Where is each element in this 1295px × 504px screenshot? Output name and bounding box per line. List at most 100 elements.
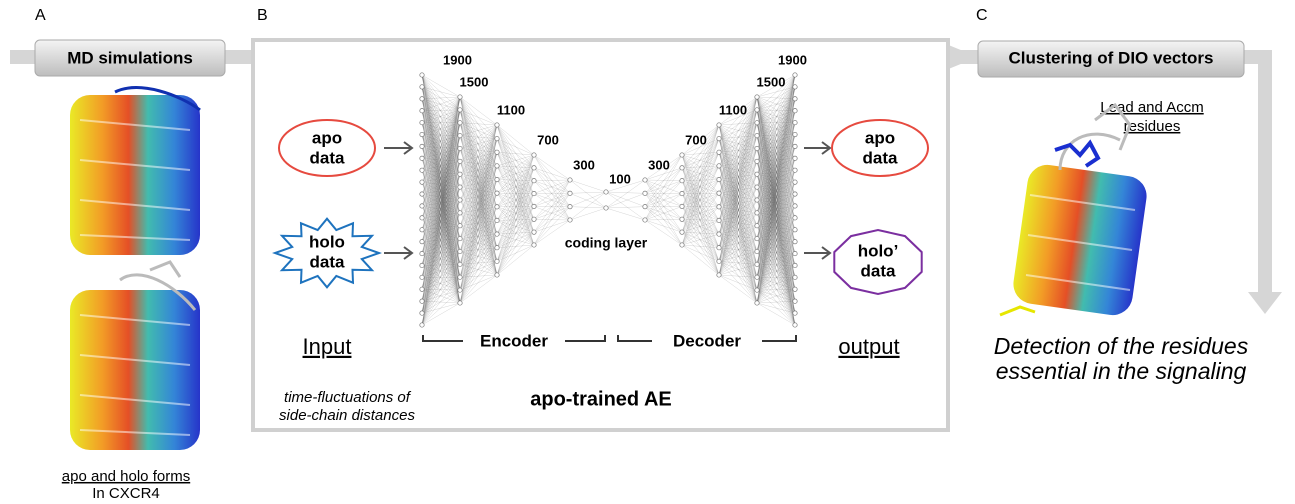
connection <box>756 205 796 291</box>
connection <box>756 96 796 230</box>
connection <box>421 109 461 242</box>
connection <box>459 152 498 226</box>
connection <box>421 199 461 326</box>
connection <box>459 199 498 235</box>
connection <box>421 212 461 230</box>
connection <box>459 212 498 276</box>
connection <box>459 220 498 252</box>
connection <box>533 193 571 221</box>
connection <box>756 134 796 252</box>
connection <box>756 122 796 314</box>
connection <box>756 238 796 302</box>
connection <box>421 238 461 290</box>
connection <box>421 86 461 265</box>
connection <box>421 98 461 110</box>
neuron <box>754 171 760 177</box>
connection <box>718 161 758 221</box>
connection <box>459 225 498 262</box>
neuron <box>457 94 463 100</box>
connection <box>533 179 571 181</box>
connection <box>421 251 461 254</box>
conclusion: essential in the signaling <box>996 358 1247 384</box>
connection <box>459 165 498 239</box>
connection <box>421 74 461 213</box>
connection <box>718 199 758 221</box>
connection <box>459 122 498 207</box>
connection <box>459 124 498 162</box>
connection <box>459 247 498 304</box>
connection <box>756 122 796 252</box>
neuron <box>792 322 798 328</box>
connection <box>496 179 535 194</box>
neuron <box>754 210 760 216</box>
connection <box>421 277 461 304</box>
connection <box>421 96 461 99</box>
connection <box>756 205 796 278</box>
connection <box>421 135 461 326</box>
connection <box>421 109 461 171</box>
input-text: apo <box>312 128 342 147</box>
connection <box>421 134 461 291</box>
connection <box>459 187 498 207</box>
connection <box>421 96 461 266</box>
neuron <box>457 184 463 190</box>
connection <box>756 229 796 265</box>
connection <box>756 217 796 278</box>
connection <box>421 264 461 302</box>
connection <box>421 122 461 252</box>
connection <box>459 135 498 167</box>
connection <box>459 247 498 291</box>
neuron <box>457 158 463 164</box>
connection <box>718 187 758 276</box>
connection <box>421 74 461 162</box>
connection <box>421 253 461 265</box>
connection <box>718 124 758 149</box>
connection <box>756 205 796 226</box>
connection <box>718 135 758 153</box>
connection <box>496 152 535 233</box>
connection <box>756 265 796 278</box>
neuron <box>754 133 760 139</box>
connection <box>421 199 461 207</box>
neuron <box>716 190 722 196</box>
connection <box>681 220 720 233</box>
connection <box>718 187 758 194</box>
connection <box>421 225 461 242</box>
connection <box>718 193 758 239</box>
connection <box>718 179 758 278</box>
connection <box>756 98 796 110</box>
connection <box>421 96 461 302</box>
connection <box>605 206 646 209</box>
connection <box>756 229 796 252</box>
connection <box>421 86 461 278</box>
connection <box>421 158 461 188</box>
connection <box>718 274 758 291</box>
connection <box>421 148 461 242</box>
connection <box>756 212 796 314</box>
connection <box>421 199 461 290</box>
connection <box>459 165 498 278</box>
connection <box>756 253 796 304</box>
connection <box>533 193 571 220</box>
connection <box>421 253 461 291</box>
connection <box>681 152 720 246</box>
connection <box>681 167 720 235</box>
connection <box>459 193 498 291</box>
connection <box>718 122 758 248</box>
connection <box>496 138 535 220</box>
connection <box>718 179 758 252</box>
connection <box>496 193 535 235</box>
connection <box>421 161 461 254</box>
layer-size: 1900 <box>778 52 807 67</box>
connection <box>756 122 796 254</box>
connection <box>421 199 461 254</box>
connection <box>421 86 461 304</box>
connection <box>421 161 461 290</box>
connection <box>756 110 796 213</box>
connection <box>459 199 498 221</box>
neuron <box>494 217 500 224</box>
connection <box>421 199 461 242</box>
connection <box>756 122 796 226</box>
connection <box>421 193 461 278</box>
neuron <box>792 72 798 78</box>
